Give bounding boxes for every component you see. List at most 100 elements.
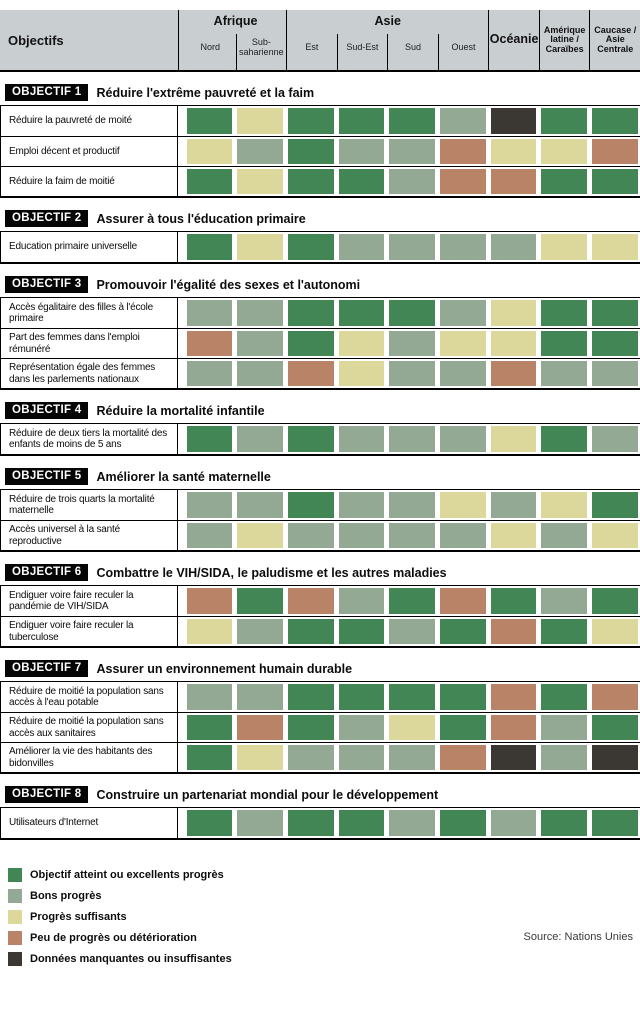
column-group: Asie xyxy=(286,10,488,34)
status-cell xyxy=(387,490,438,520)
status-cell xyxy=(285,808,336,838)
status-cell xyxy=(235,617,286,646)
status-cell xyxy=(336,167,387,196)
status-cell-color xyxy=(287,139,334,164)
indicator-label: Emploi décent et productif xyxy=(0,137,178,166)
source-note: Source: Nations Unies xyxy=(523,931,633,943)
objective-badge: OBJECTIF 8 xyxy=(5,786,89,803)
column-header-objectifs: Objectifs xyxy=(8,32,64,48)
status-cell xyxy=(184,167,235,196)
status-cell xyxy=(589,232,640,262)
legend-item: Objectif atteint ou excellents progrès xyxy=(8,864,640,885)
table-row: Réduire la faim de moitié xyxy=(0,166,640,196)
status-cell xyxy=(184,808,235,838)
objective-badge: OBJECTIF 7 xyxy=(5,660,89,677)
objective-title: Réduire l'extrême pauvreté et la faim xyxy=(96,85,315,100)
status-cell xyxy=(285,521,336,550)
status-cell xyxy=(336,232,387,262)
status-cells xyxy=(178,232,640,262)
indicator-label: Part des femmes dans l'emploi rémunéré xyxy=(0,329,178,358)
status-cell xyxy=(336,298,387,328)
status-cell xyxy=(589,713,640,742)
status-cell-color xyxy=(541,523,587,548)
status-cell-color xyxy=(591,523,638,548)
table-row: Part des femmes dans l'emploi rémunéré xyxy=(0,328,640,358)
table-row: Réduire la pauvreté de moité xyxy=(0,106,640,136)
status-cell xyxy=(589,808,640,838)
status-cells xyxy=(178,521,640,550)
status-cell-color xyxy=(439,523,486,548)
status-cell-color xyxy=(490,361,537,386)
status-cell xyxy=(488,586,539,616)
objective-header: OBJECTIF 3 Promouvoir l'égalité des sexes… xyxy=(5,276,640,293)
status-cell-color xyxy=(541,588,587,614)
status-cell-color xyxy=(186,523,233,548)
status-cell-color xyxy=(389,108,435,134)
status-cell-color xyxy=(338,300,385,326)
status-cell-color xyxy=(237,139,283,164)
status-cell xyxy=(184,682,235,712)
objective-table: Réduire la pauvreté de moité Emploi décen… xyxy=(0,105,640,198)
indicator-label: Réduire la faim de moitié xyxy=(0,167,178,196)
table-row: Emploi décent et productif xyxy=(0,136,640,166)
status-cell-color xyxy=(541,234,587,260)
status-cell-color xyxy=(591,745,638,770)
status-cell xyxy=(336,490,387,520)
status-cells xyxy=(178,808,640,838)
table-row: Endiguer voire faire reculer la pandémie… xyxy=(0,586,640,616)
status-cell-color xyxy=(287,234,334,260)
table-row: Accès universel à la santé reproductive xyxy=(0,520,640,550)
mdg-progress-table: Objectifs Afrique Asie Océanie Amérique lat… xyxy=(0,10,640,1010)
legend-label: Peu de progrès ou détérioration xyxy=(30,931,197,944)
objective-table: Réduire de trois quarts la mortalité mat… xyxy=(0,489,640,552)
status-cell-color xyxy=(591,426,638,452)
objective-header: OBJECTIF 4 Réduire la mortalité infantile xyxy=(5,402,640,419)
status-cell-color xyxy=(338,108,385,134)
status-cell xyxy=(387,106,438,136)
status-cell xyxy=(539,617,590,646)
status-cell-color xyxy=(389,300,435,326)
column-subheader: Sud-Est xyxy=(336,34,388,70)
status-cell xyxy=(387,329,438,358)
status-cell xyxy=(488,490,539,520)
status-cell-color xyxy=(591,331,638,356)
status-cell-color xyxy=(287,810,334,836)
status-cell xyxy=(184,586,235,616)
legend-color-swatch xyxy=(8,930,22,945)
status-cell xyxy=(387,521,438,550)
status-cell-color xyxy=(591,169,638,194)
status-cell-color xyxy=(591,234,638,260)
table-row: Réduire de trois quarts la mortalité mat… xyxy=(0,490,640,520)
status-cell-color xyxy=(338,139,385,164)
status-cells xyxy=(178,586,640,616)
status-cell xyxy=(336,682,387,712)
status-cell-color xyxy=(186,684,233,710)
status-cell-color xyxy=(439,492,486,518)
status-cell-color xyxy=(186,745,233,770)
status-cell xyxy=(589,490,640,520)
status-cell xyxy=(336,359,387,388)
status-cell-color xyxy=(541,361,587,386)
status-cell xyxy=(488,298,539,328)
status-cells xyxy=(178,424,640,454)
status-cell xyxy=(285,298,336,328)
legend-item: Bons progrès xyxy=(8,885,640,906)
status-cell xyxy=(589,106,640,136)
status-cell xyxy=(589,167,640,196)
status-cell xyxy=(235,682,286,712)
indicator-label: Endiguer voire faire reculer la pandémie… xyxy=(0,586,178,616)
status-cell-color xyxy=(287,745,334,770)
indicator-label: Education primaire universelle xyxy=(0,232,178,262)
status-cell-color xyxy=(490,139,537,164)
status-cell-color xyxy=(490,715,537,740)
status-cell-color xyxy=(287,331,334,356)
objective-title: Promouvoir l'égalité des sexes et l'auto… xyxy=(96,277,361,292)
status-cell xyxy=(539,329,590,358)
status-cell xyxy=(437,106,488,136)
status-cell xyxy=(488,232,539,262)
status-cell xyxy=(285,490,336,520)
status-cell xyxy=(387,713,438,742)
status-cell xyxy=(488,106,539,136)
column-subheader: Ouest xyxy=(437,34,489,70)
status-cell xyxy=(336,743,387,772)
